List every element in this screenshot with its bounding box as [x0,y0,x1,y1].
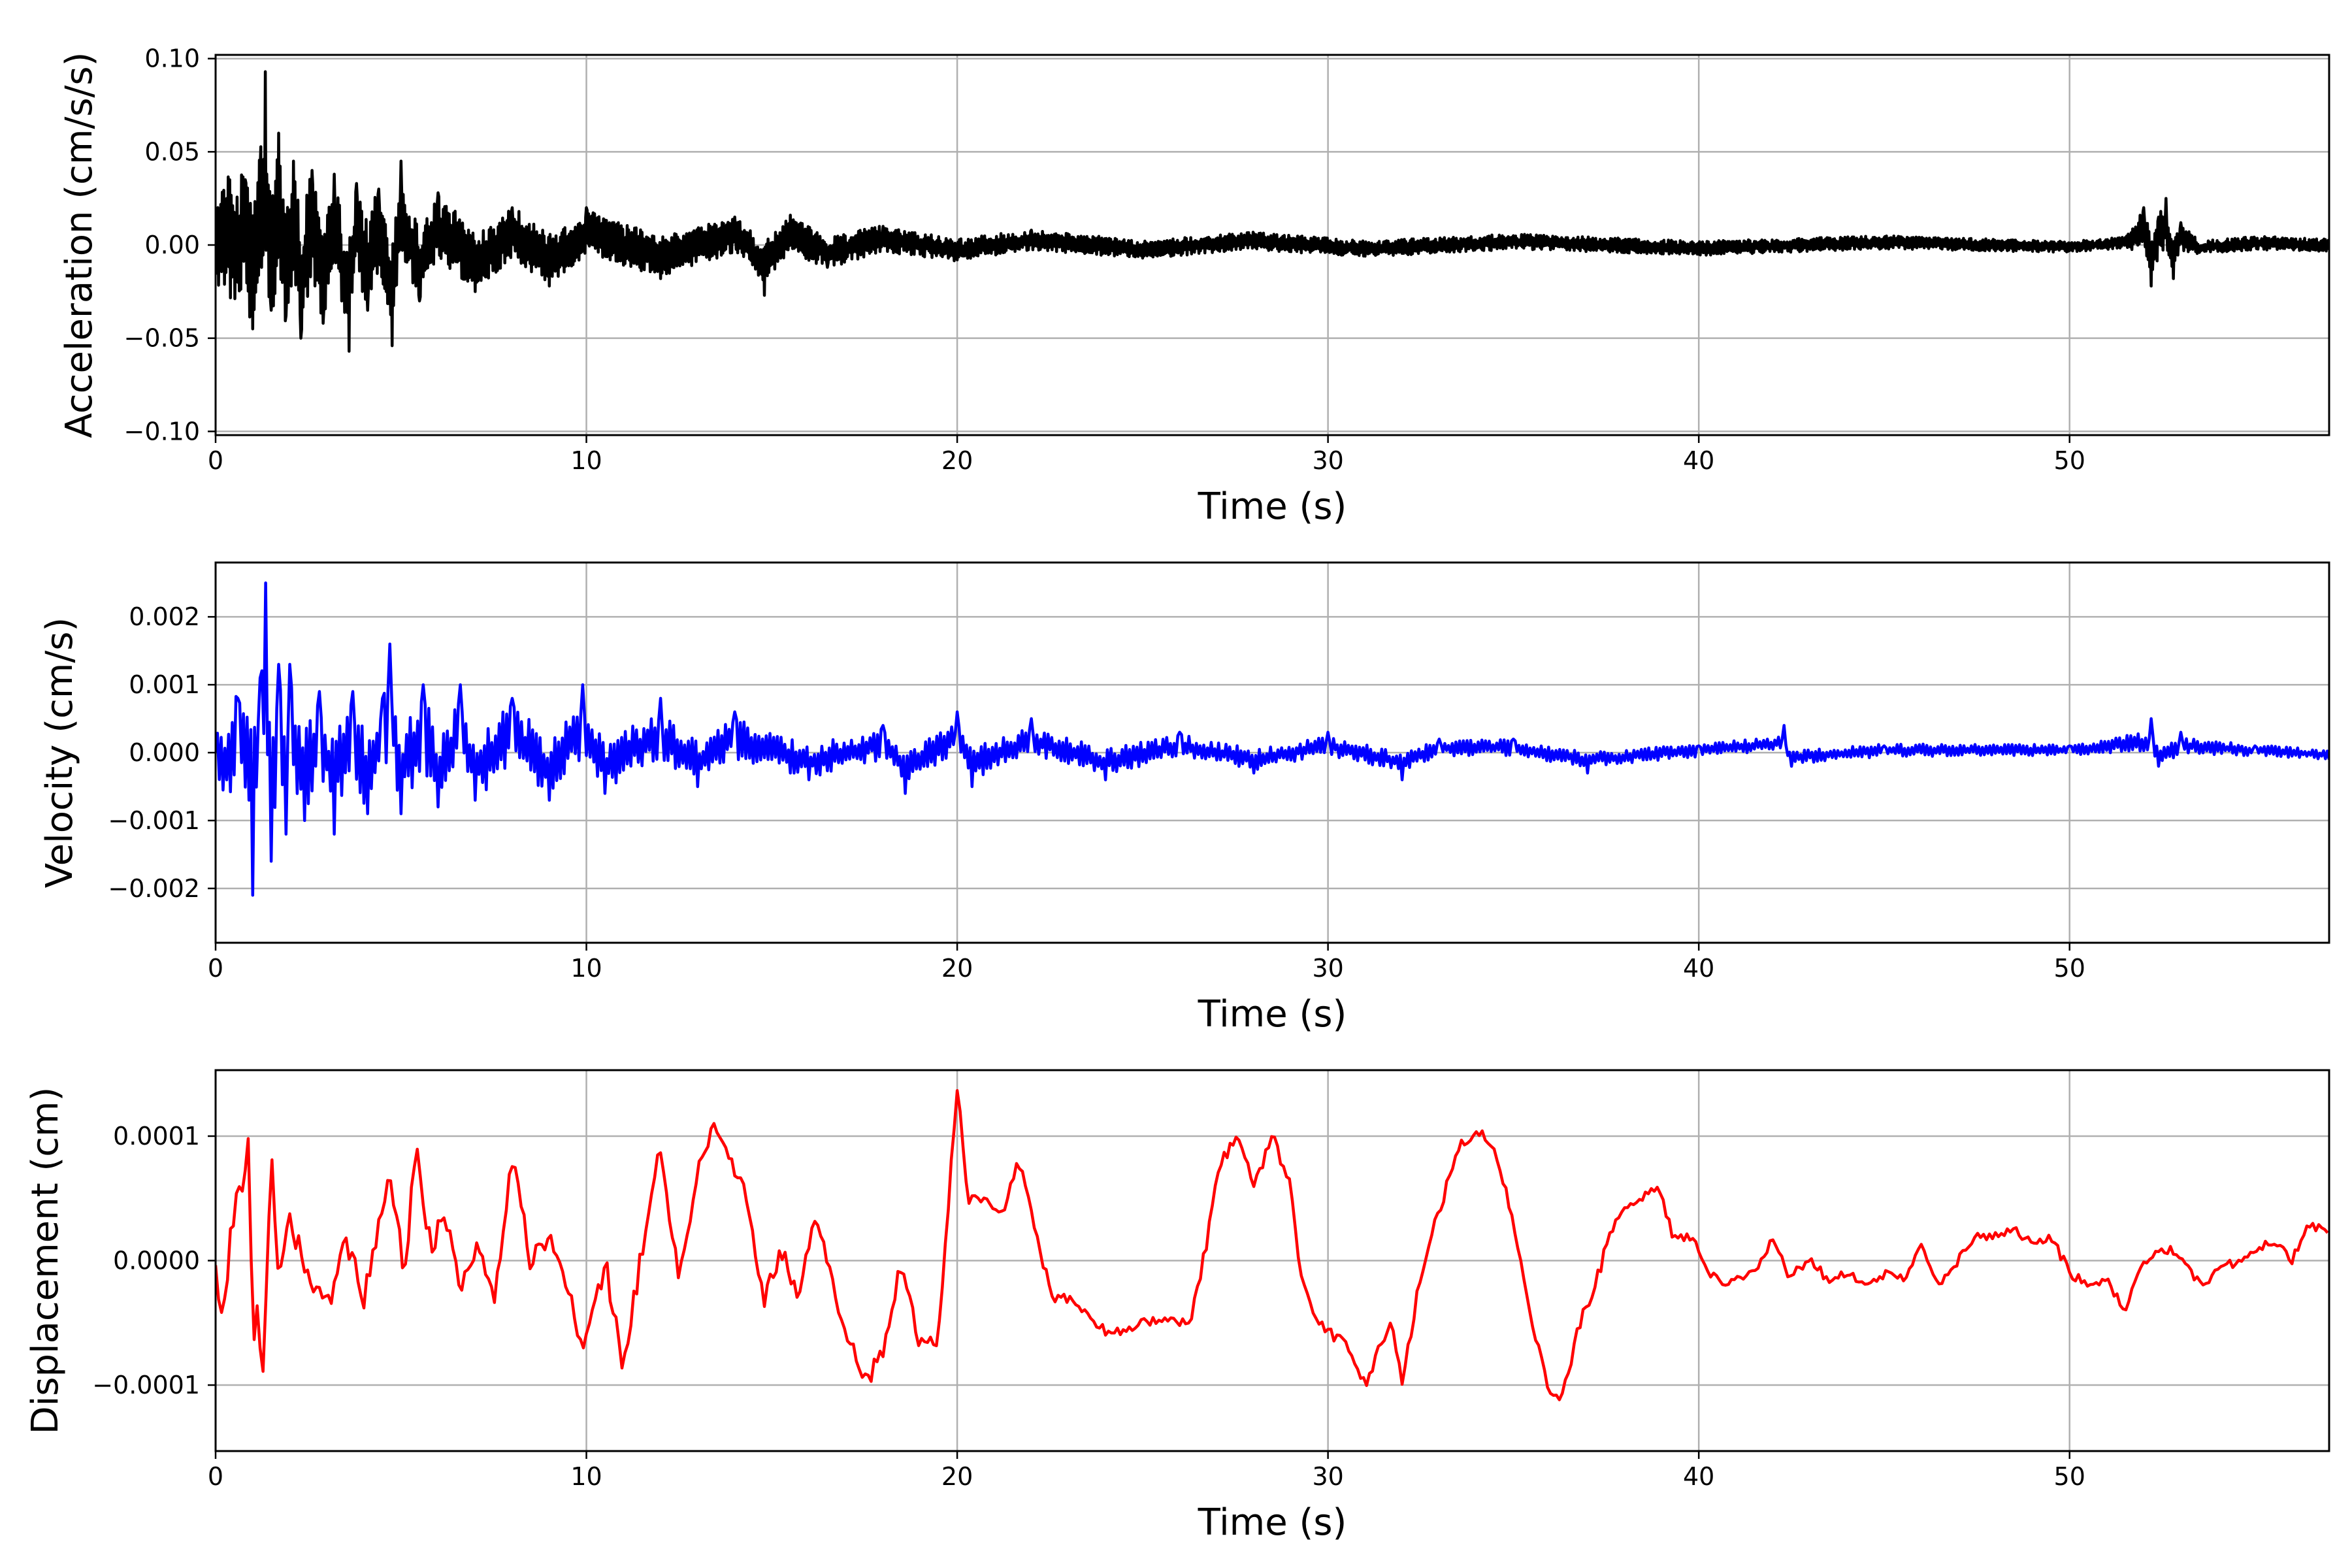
acceleration-ytick-label-1: 0.05 [144,137,200,166]
acceleration-series-line [216,70,2329,353]
velocity-xtick-label-0: 0 [208,954,223,983]
acceleration-ytick-label-4: −0.10 [124,417,200,446]
velocity-series-line [216,581,2329,897]
acceleration-plot: 0 10 20 30 40 50 0.10 0.05 0.00 −0.05 −0.10 Time (s… [58,44,2330,528]
acceleration-ytick-label-3: −0.05 [124,324,200,353]
displacement-xtick-label-5: 50 [2054,1462,2085,1491]
displacement-xtick-label-3: 30 [1312,1462,1343,1491]
velocity-ylabel: Velocity (cm/s) [39,617,81,889]
velocity-xtick-label-3: 30 [1312,954,1343,983]
velocity-xtick-label-5: 50 [2054,954,2085,983]
displacement-xtick-label-0: 0 [208,1462,223,1491]
displacement-xtick-label-2: 20 [941,1462,973,1491]
acceleration-xtick-label-0: 0 [208,446,223,475]
displacement-xtick-label-4: 40 [1683,1462,1714,1491]
velocity-ytick-label-2: 0.000 [129,738,200,767]
velocity-ytick-label-3: −0.001 [108,806,200,835]
displacement-ytick-label-0: 0.0001 [113,1122,200,1151]
acceleration-xtick-label-5: 50 [2054,446,2085,475]
acceleration-ytick-label-2: 0.00 [144,231,200,259]
velocity-xtick-label-1: 10 [570,954,602,983]
velocity-plot: 0 10 20 30 40 50 0.002 0.001 0.000 −0.001 −0.002 Ti… [39,561,2330,1036]
acceleration-xtick-label-4: 40 [1683,446,1714,475]
displacement-xtick-label-1: 10 [570,1462,602,1491]
velocity-ytick-label-1: 0.001 [129,670,200,699]
displacement-plot: 0 10 20 30 40 50 0.0001 0.0000 −0.0001 Time (s) Di… [24,1069,2330,1544]
displacement-ytick-label-2: −0.0001 [92,1371,200,1399]
velocity-xlabel: Time (s) [1198,993,1347,1036]
velocity-xtick-label-2: 20 [941,954,973,983]
displacement-series-line [216,1089,2329,1401]
acceleration-ylabel: Acceleration (cm/s/s) [58,52,101,438]
acceleration-xtick-label-1: 10 [570,446,602,475]
displacement-ylabel: Displacement (cm) [24,1087,67,1435]
acceleration-ytick-label-0: 0.10 [144,44,200,73]
acceleration-xtick-label-2: 20 [941,446,973,475]
acceleration-xlabel: Time (s) [1198,485,1347,528]
displacement-ytick-label-1: 0.0000 [113,1247,200,1275]
velocity-ytick-label-4: −0.002 [108,874,200,903]
velocity-xtick-label-4: 40 [1683,954,1714,983]
acceleration-xtick-label-3: 30 [1312,446,1343,475]
displacement-xlabel: Time (s) [1198,1501,1347,1544]
velocity-ytick-label-0: 0.002 [129,602,200,631]
